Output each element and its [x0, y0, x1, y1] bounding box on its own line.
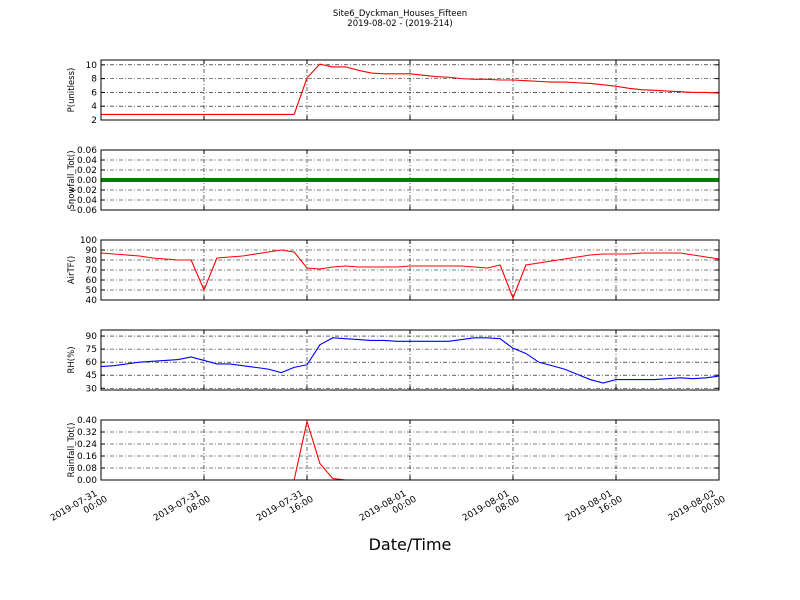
y-tick-label: 40 [86, 296, 98, 306]
y-tick-label: 0.16 [77, 452, 97, 462]
y-tick-label: 90 [86, 332, 98, 342]
y-axis-label: RH(%) [67, 346, 77, 373]
y-tick-label: 6 [91, 88, 97, 98]
x-tick-label: 2019-07-3116:00 [255, 486, 316, 533]
x-tick-label: 2019-07-3100:00 [49, 486, 110, 533]
y-tick-label: 0.08 [77, 464, 97, 474]
y-tick-label: 100 [80, 236, 97, 246]
data-line [100, 249, 720, 300]
plot-frame [100, 59, 720, 121]
y-tick-label: 0.40 [77, 416, 97, 426]
x-tick-label: 2019-08-0100:00 [358, 486, 419, 533]
x-tick-label: 2019-07-3108:00 [152, 486, 213, 533]
data-line [100, 337, 720, 384]
plot-frame [100, 329, 720, 391]
y-axis-label: P(unitless) [67, 68, 77, 113]
y-tick-label: 4 [91, 102, 97, 112]
plot-frame [100, 419, 720, 481]
y-tick-label: 0.00 [77, 476, 97, 486]
y-tick-label: 30 [86, 384, 98, 394]
plot-frame [100, 239, 720, 301]
y-tick-label: 10 [86, 61, 98, 71]
y-tick-label: 50 [86, 286, 98, 296]
y-tick-label: 0.00 [77, 176, 97, 186]
y-tick-label: −0.04 [69, 196, 97, 206]
x-tick-label: 2019-08-0116:00 [564, 486, 625, 533]
y-tick-label: −0.02 [69, 186, 97, 196]
y-tick-label: 0.04 [77, 156, 97, 166]
y-axis-label: AirTF() [67, 256, 77, 284]
data-line [101, 63, 720, 116]
y-tick-label: 60 [86, 358, 98, 368]
y-tick-label: 60 [86, 276, 98, 286]
y-tick-label: 45 [86, 371, 97, 381]
y-tick-label: −0.06 [69, 206, 97, 216]
x-axis-label: Date/Time [369, 535, 452, 554]
y-tick-label: 80 [86, 256, 98, 266]
chart-title: Site6_Dyckman_Houses_Fifteen [333, 9, 467, 19]
x-tick-label: 2019-08-0200:00 [667, 486, 728, 533]
y-tick-label: 75 [86, 345, 97, 355]
x-tick-label: 2019-08-0108:00 [461, 486, 522, 533]
y-tick-label: 0.06 [77, 146, 97, 156]
y-tick-label: 0.32 [77, 428, 97, 438]
chart-subtitle: 2019-08-02 - (2019-214) [347, 19, 452, 29]
y-tick-label: 2 [91, 116, 97, 126]
y-tick-label: 90 [86, 246, 98, 256]
y-axis-label: Snowfall_Tot() [67, 150, 77, 209]
y-tick-label: 70 [86, 266, 98, 276]
y-axis-label: Rainfall_Tot() [67, 423, 77, 478]
plot-frame [100, 149, 720, 211]
y-tick-label: 0.02 [77, 166, 97, 176]
y-tick-label: 8 [91, 75, 97, 85]
y-tick-label: 0.24 [77, 440, 97, 450]
